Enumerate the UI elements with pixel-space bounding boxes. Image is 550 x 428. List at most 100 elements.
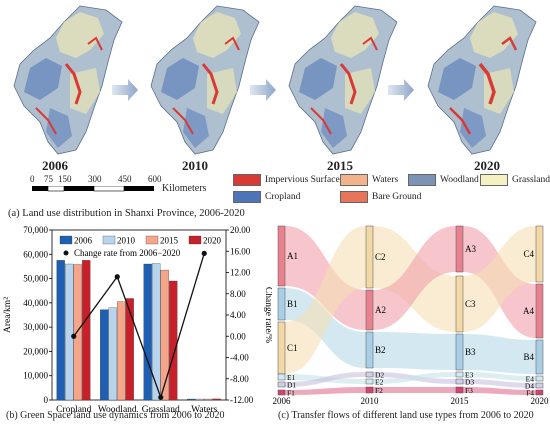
arrow-icon <box>388 79 414 101</box>
bar <box>187 398 196 401</box>
scale-tick: 75 <box>44 174 53 184</box>
sankey-node <box>455 371 464 378</box>
map-2006 <box>13 5 123 155</box>
sankey-node-label: E1 <box>287 373 296 382</box>
scale-unit: Kilometers <box>162 183 207 194</box>
y-axis-label-right: Change rate/% <box>263 287 272 343</box>
sankey-node-label: A3 <box>465 244 476 254</box>
year-label: 2020 <box>474 158 500 173</box>
y-tick-label-right: 12.00 <box>230 268 251 278</box>
sankey-node-label: B4 <box>523 352 534 362</box>
sankey-node <box>277 389 286 396</box>
sankey-flow <box>285 372 366 387</box>
y-tick-label-right: -8.00 <box>230 374 249 384</box>
sankey-node <box>365 371 374 378</box>
bar <box>152 263 161 401</box>
sankey-flow <box>285 387 366 395</box>
bar <box>100 309 109 401</box>
y-axis-label-left: Area/km² <box>3 297 13 333</box>
caption-b: (b) Green Space land use dynamics from 2… <box>6 410 225 421</box>
y-tick-label-left: 0 <box>44 395 49 405</box>
sankey-node <box>455 333 464 371</box>
sankey-node <box>365 289 374 331</box>
map-2010 <box>150 5 260 155</box>
sankey-node-label: D1 <box>287 381 296 390</box>
sankey-node <box>455 225 464 273</box>
bar <box>56 260 65 401</box>
sankey-node-label: B1 <box>287 299 298 309</box>
caption-c: (c) Transfer flows of different land use… <box>278 410 534 421</box>
y-tick-label-right: 0.00 <box>230 331 246 341</box>
bar <box>73 264 82 401</box>
sankey-node <box>535 389 544 396</box>
change-rate-point <box>201 250 207 256</box>
map-2020 <box>427 5 537 155</box>
sankey-node <box>535 382 544 389</box>
sankey-node-label: A2 <box>375 305 386 315</box>
panel-a: 2006 2010 2015 2020 0 75 150 300 450 600… <box>8 5 550 219</box>
sankey-node-label: C3 <box>465 299 476 309</box>
bar <box>108 307 117 401</box>
legend-label: Change rate from 2006−2020 <box>74 248 181 258</box>
x-tick-label: Waters <box>191 405 217 415</box>
sankey-node <box>277 321 286 375</box>
legend-swatch <box>145 235 159 245</box>
sankey-node-label: F4 <box>526 389 534 398</box>
sankey-flow <box>463 372 536 381</box>
sankey-node-label: E4 <box>526 375 535 384</box>
sankey-node <box>535 339 544 375</box>
change-rate-point <box>158 394 164 400</box>
scale-tick: 450 <box>118 174 132 184</box>
sankey-flow <box>285 226 366 374</box>
y-tick-label-left: 60,000 <box>23 249 48 259</box>
sankey-node-label: D3 <box>465 378 474 387</box>
bar <box>143 263 152 401</box>
year-label: 2006 <box>42 158 68 173</box>
legend-waters: Waters <box>340 174 398 186</box>
sankey-node <box>277 381 286 388</box>
legend-line-marker <box>63 250 69 256</box>
sankey-node-label: B3 <box>465 347 476 357</box>
sankey-node <box>277 225 286 287</box>
map-2015 <box>288 5 398 155</box>
bar <box>195 398 204 401</box>
sankey-node <box>535 375 544 382</box>
sankey-node <box>365 225 374 289</box>
sankey-node <box>455 378 464 385</box>
bar <box>65 263 74 401</box>
sankey-node-label: E3 <box>465 371 474 380</box>
legend-woodland: Woodland <box>408 174 479 186</box>
sankey-flow <box>373 226 456 330</box>
sankey-flow <box>373 332 456 370</box>
sankey-node <box>535 225 544 283</box>
sankey-node <box>455 275 464 333</box>
legend-label: 2015 <box>160 236 179 246</box>
sankey-node-label: A1 <box>287 251 298 261</box>
year-label: 2010 <box>182 158 208 173</box>
y-tick-label-right: 4.00 <box>230 310 246 320</box>
bar <box>204 398 213 401</box>
scale-tick: 0 <box>30 174 35 184</box>
sankey-flow <box>463 387 536 395</box>
sankey-node <box>365 331 374 369</box>
sankey-node-label: A4 <box>523 306 534 316</box>
sankey-node <box>455 386 464 394</box>
caption-a: (a) Land use distribution in Shanxi Prov… <box>8 208 245 219</box>
bar <box>160 269 169 401</box>
sankey-node-label: C1 <box>287 343 298 353</box>
scale-tick: 150 <box>58 174 72 184</box>
y-tick-label-left: 10,000 <box>23 371 48 381</box>
change-rate-point <box>71 333 77 339</box>
legend-label: 2020 <box>203 236 222 246</box>
sankey-flow <box>463 379 536 388</box>
chart-b: 0 10,000 20,000 30,000 40,000 50,000 60,000 70,… <box>3 225 272 415</box>
legend-swatch <box>59 235 73 245</box>
y-tick-label-right: 20.00 <box>230 225 251 235</box>
legend-label: 2006 <box>74 236 93 246</box>
sankey-node <box>277 287 286 321</box>
sankey-node-label: C2 <box>375 252 386 262</box>
y-tick-label-left: 70,000 <box>23 225 48 235</box>
bar <box>125 298 134 401</box>
sankey-node <box>535 283 544 339</box>
